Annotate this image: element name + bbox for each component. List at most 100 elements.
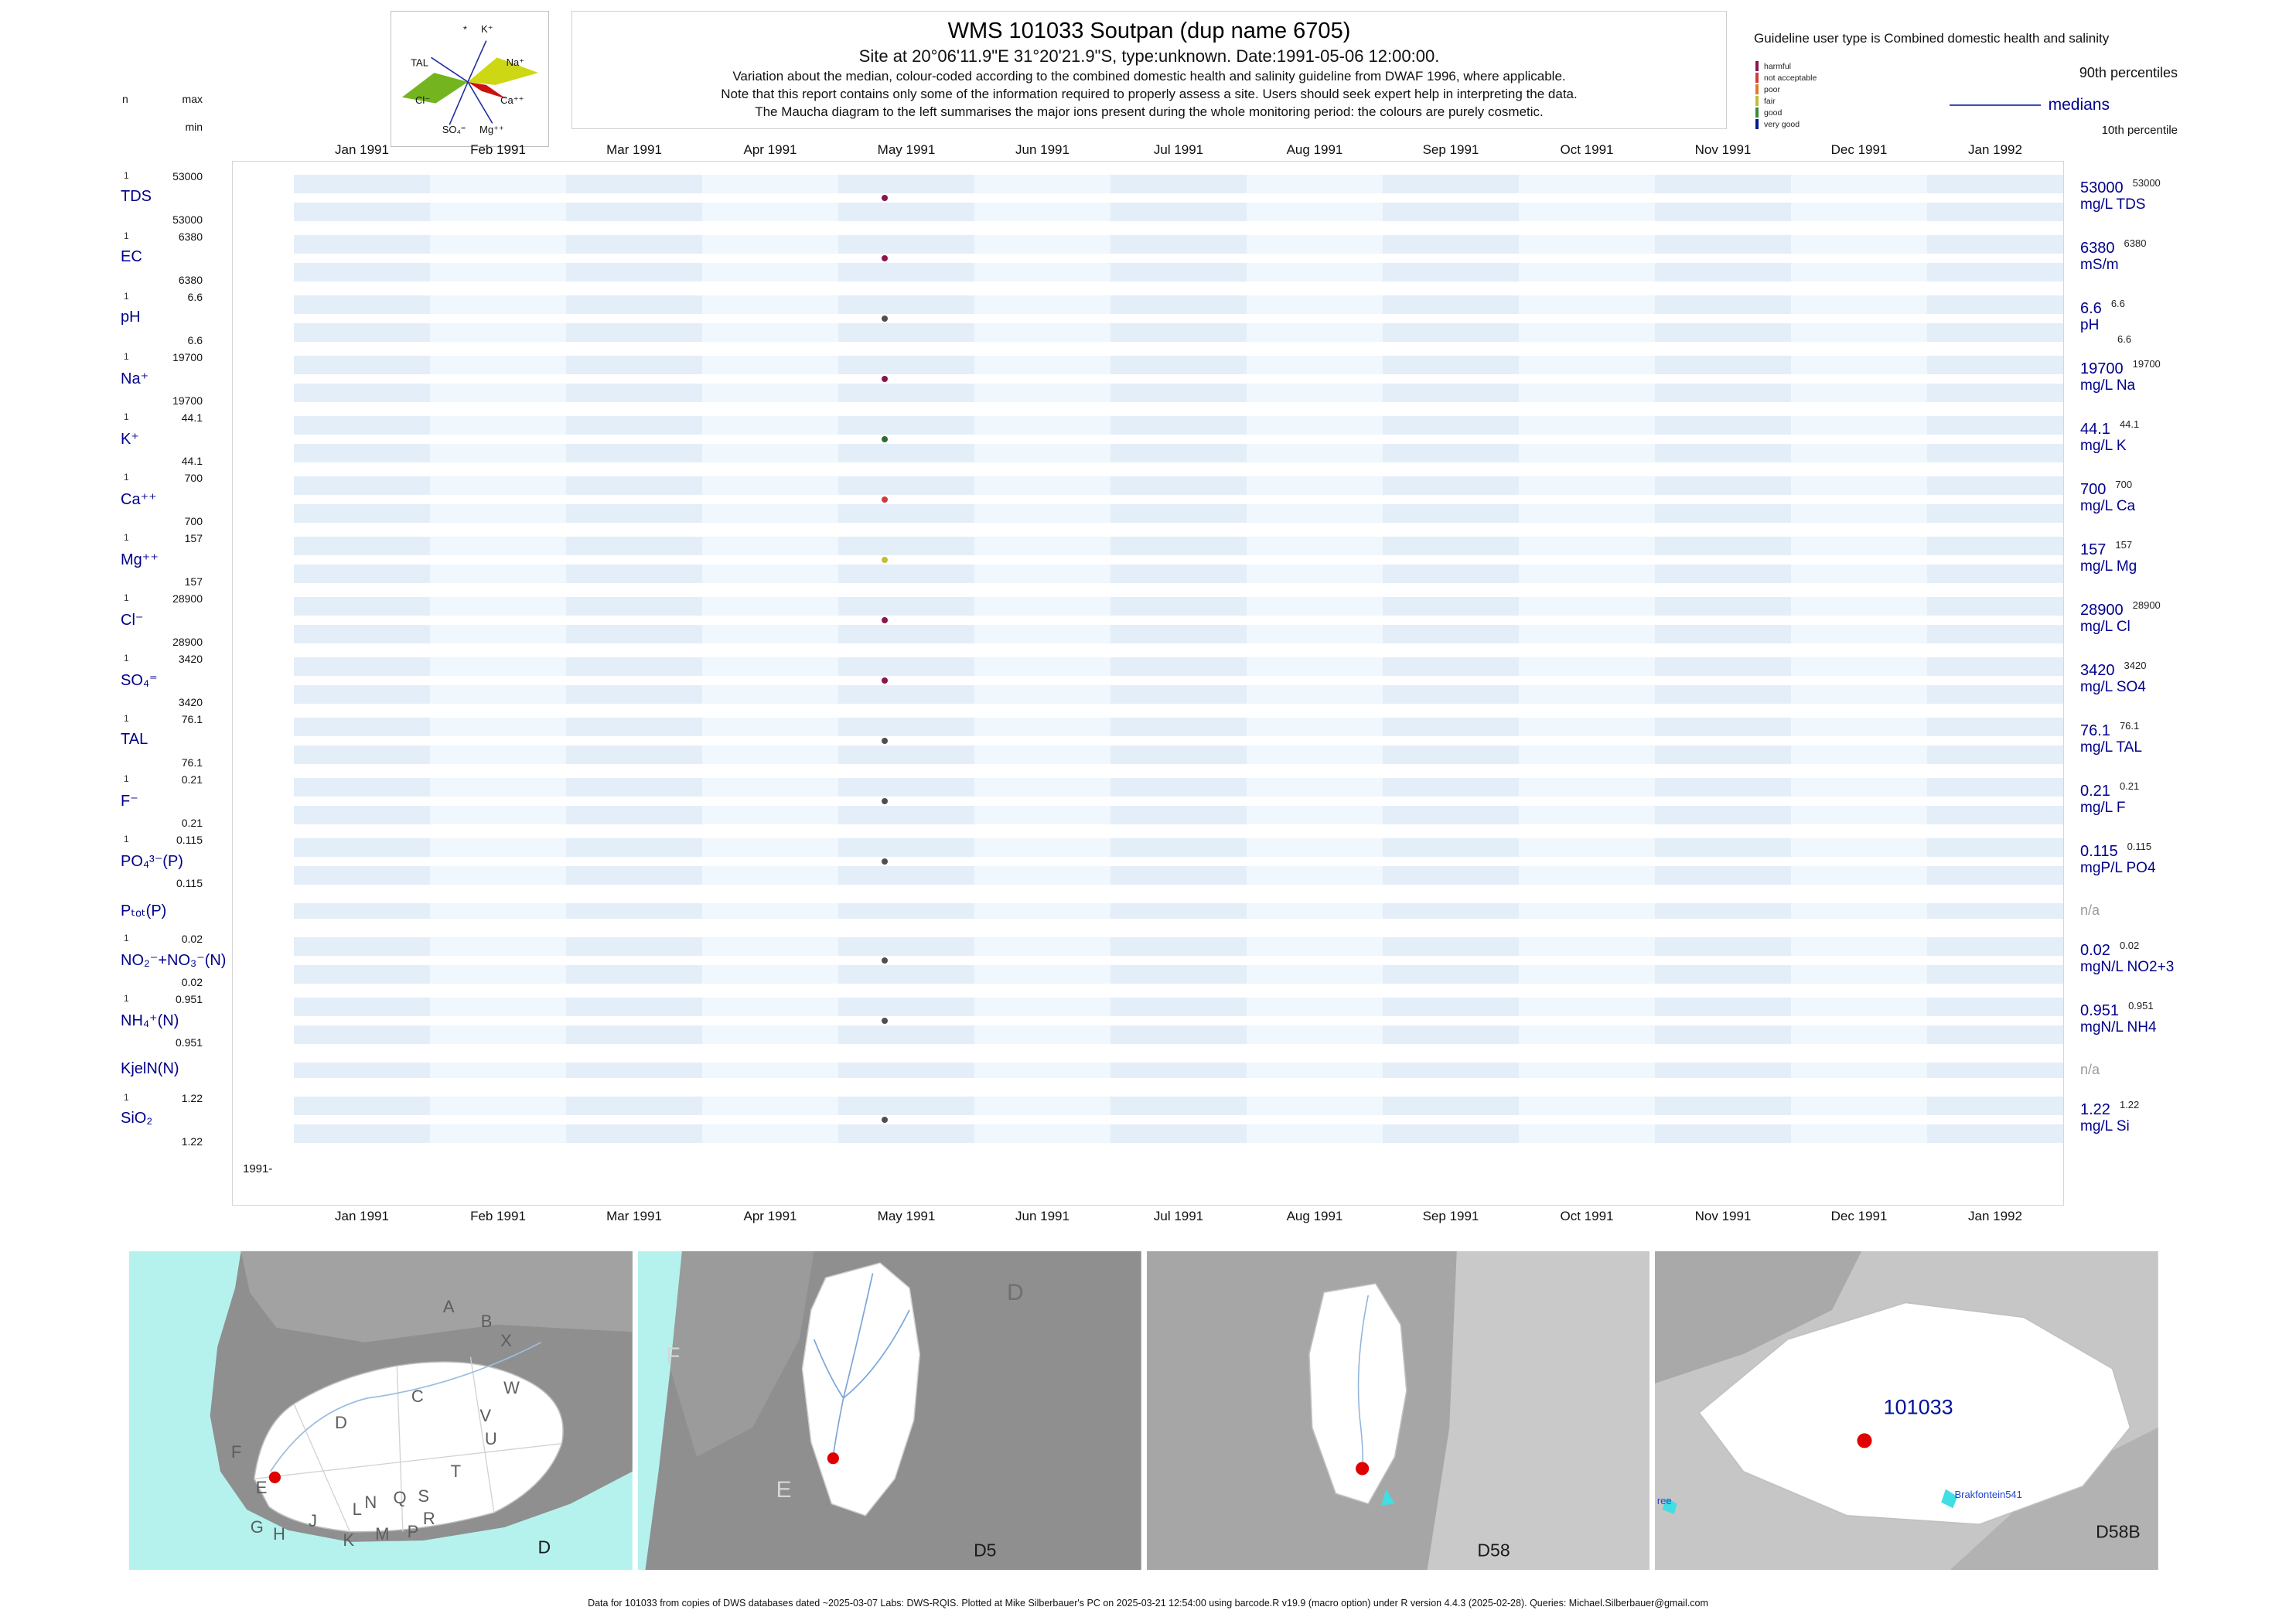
- month-label: Jan 1991: [335, 142, 389, 157]
- panel-region-label: D5: [974, 1540, 997, 1561]
- data-point: [882, 677, 888, 684]
- catchment-d5-map-icon: [1146, 1251, 1650, 1570]
- plot-band-lower: [294, 263, 2063, 281]
- param-row-cl: 1 28900 Cl⁻ 28900 28900 28900 mg/L Cl: [116, 590, 2274, 650]
- p90-value: 1.22: [2119, 1099, 2140, 1111]
- param-name: K⁺: [121, 431, 139, 448]
- month-label: Jun 1991: [1015, 142, 1070, 157]
- legend-title: Guideline user type is Combined domestic…: [1754, 31, 2110, 46]
- region-letter: U: [484, 1429, 497, 1449]
- legend-class-not-acceptable: not acceptable: [1755, 72, 1817, 84]
- site-subtitle: Site at 20°06'11.9"E 31°20'21.9"S, type:…: [858, 46, 1440, 66]
- region-letter: K: [343, 1530, 355, 1551]
- param-row-ec: 1 6380 EC 6380 6380 6380 mS/m: [116, 228, 2274, 288]
- locator-maps: A B X C W V U T S Q R P M N L K J H G E …: [129, 1251, 2158, 1570]
- month-label: Mar 1991: [606, 1209, 662, 1223]
- legend-class-label: poor: [1764, 84, 1781, 94]
- p90-value: 19700: [2132, 358, 2161, 370]
- maucha-diagram-icon: [401, 40, 539, 125]
- median-value: 3420: [2080, 662, 2115, 679]
- month-label: May 1991: [877, 142, 936, 157]
- chart-bottom-spacer: 1991-: [116, 1150, 2274, 1206]
- sample-count: 1: [124, 713, 129, 724]
- data-point: [882, 798, 888, 804]
- max-value: 1.22: [181, 1092, 203, 1104]
- param-row-kjeln: KjelN(N) n/a: [116, 1051, 2274, 1090]
- footer-provenance-text: Data for 101033 from copies of DWS datab…: [588, 1598, 1708, 1609]
- min-value: 0.21: [181, 817, 203, 829]
- max-value: 19700: [172, 351, 203, 363]
- good-color-chip: [1755, 107, 1759, 118]
- param-name: SiO₂: [121, 1110, 153, 1127]
- plot-band-lower: [294, 806, 2063, 824]
- data-point: [882, 957, 888, 964]
- max-value: 53000: [172, 170, 203, 183]
- sample-count: 1: [124, 933, 129, 943]
- region-d-map-icon: [637, 1251, 1141, 1570]
- harmful-color-chip: [1755, 61, 1759, 71]
- very-good-color-chip: [1755, 119, 1759, 129]
- max-value: 44.1: [181, 411, 203, 424]
- data-point: [882, 496, 888, 503]
- median-value: 53000: [2080, 179, 2124, 196]
- legend-class-very-good: very good: [1755, 118, 1817, 130]
- param-name: Mg⁺⁺: [121, 551, 159, 568]
- region-letter: H: [272, 1524, 285, 1544]
- plot-band-upper: [294, 778, 2063, 797]
- stat-column-headers: n max min: [116, 90, 203, 138]
- unit-label: mgN/L NH4: [2080, 1019, 2157, 1036]
- parameter-rows: 1 53000 TDS 53000 53000 53000 mg/L TDS: [116, 161, 2274, 1206]
- region-letter: A: [442, 1297, 455, 1317]
- maucha-label-ca: Ca⁺⁺: [500, 94, 524, 106]
- region-letter: E: [255, 1477, 268, 1497]
- sample-count: 1: [124, 834, 129, 844]
- panel-region-label: D: [537, 1537, 551, 1557]
- note-line-3: The Maucha diagram to the left summarise…: [755, 104, 1544, 119]
- median-value: 44.1: [2080, 421, 2110, 438]
- month-label: Oct 1991: [1560, 1209, 1614, 1223]
- plot-band-lower: [294, 444, 2063, 462]
- param-row-tds: 1 53000 TDS 53000 53000 53000 mg/L TDS: [116, 168, 2274, 228]
- region-letter: X: [500, 1330, 512, 1350]
- unit-label: mg/L TDS: [2080, 196, 2146, 213]
- legend-class-label: fair: [1764, 96, 1776, 106]
- month-label: Jan 1992: [1968, 142, 2022, 157]
- param-row-sio2: 1 1.22 SiO₂ 1.22 1.22 1.22 mg/L Si: [116, 1090, 2274, 1150]
- legend-class-list: harmful not acceptable poor fair good ve…: [1755, 60, 1817, 130]
- min-value: 3420: [178, 696, 203, 708]
- region-letter: L: [352, 1499, 362, 1520]
- unit-label: mgN/L NO2+3: [2080, 959, 2175, 976]
- period-start-label: 1991-: [243, 1162, 273, 1175]
- farm-name-label: Brakfontein541: [1954, 1488, 2022, 1500]
- plot-band-upper: [294, 175, 2063, 193]
- clipped-place-label: ree: [1656, 1495, 1672, 1507]
- plot-band: [294, 903, 2063, 919]
- no-data-label: n/a: [2080, 902, 2100, 918]
- plot-band-upper: [294, 476, 2063, 495]
- p90-value: 28900: [2132, 599, 2161, 611]
- plot-band-upper: [294, 718, 2063, 736]
- plot-band-lower: [294, 565, 2063, 583]
- plot-band-lower: [294, 866, 2063, 885]
- unit-label: mg/L TAL: [2080, 739, 2142, 756]
- region-letter: C: [411, 1386, 424, 1406]
- maucha-diagram: * K⁺ TAL Na⁺ Cl⁻ Ca⁺⁺ SO₄⁼ Mg⁺⁺: [391, 11, 549, 147]
- min-value: 6380: [178, 274, 203, 286]
- unit-label: mg/L F: [2080, 800, 2126, 817]
- param-name: SO₄⁼: [121, 672, 158, 689]
- month-label: Jul 1991: [1153, 1209, 1204, 1223]
- plot-band: [294, 1063, 2063, 1078]
- param-name: Cl⁻: [121, 612, 144, 629]
- data-point: [882, 1117, 888, 1123]
- median-value: 0.951: [2080, 1002, 2120, 1019]
- legend-class-label: not acceptable: [1764, 73, 1817, 83]
- plot-band-upper: [294, 937, 2063, 956]
- site-number-label: 101033: [1883, 1395, 1953, 1419]
- param-name: Ca⁺⁺: [121, 491, 157, 508]
- sample-count: 1: [124, 411, 129, 422]
- no-data-label: n/a: [2080, 1062, 2100, 1077]
- plot-band-lower: [294, 625, 2063, 643]
- data-point: [882, 436, 888, 442]
- min-value: 53000: [172, 213, 203, 226]
- min-value: 157: [184, 575, 203, 588]
